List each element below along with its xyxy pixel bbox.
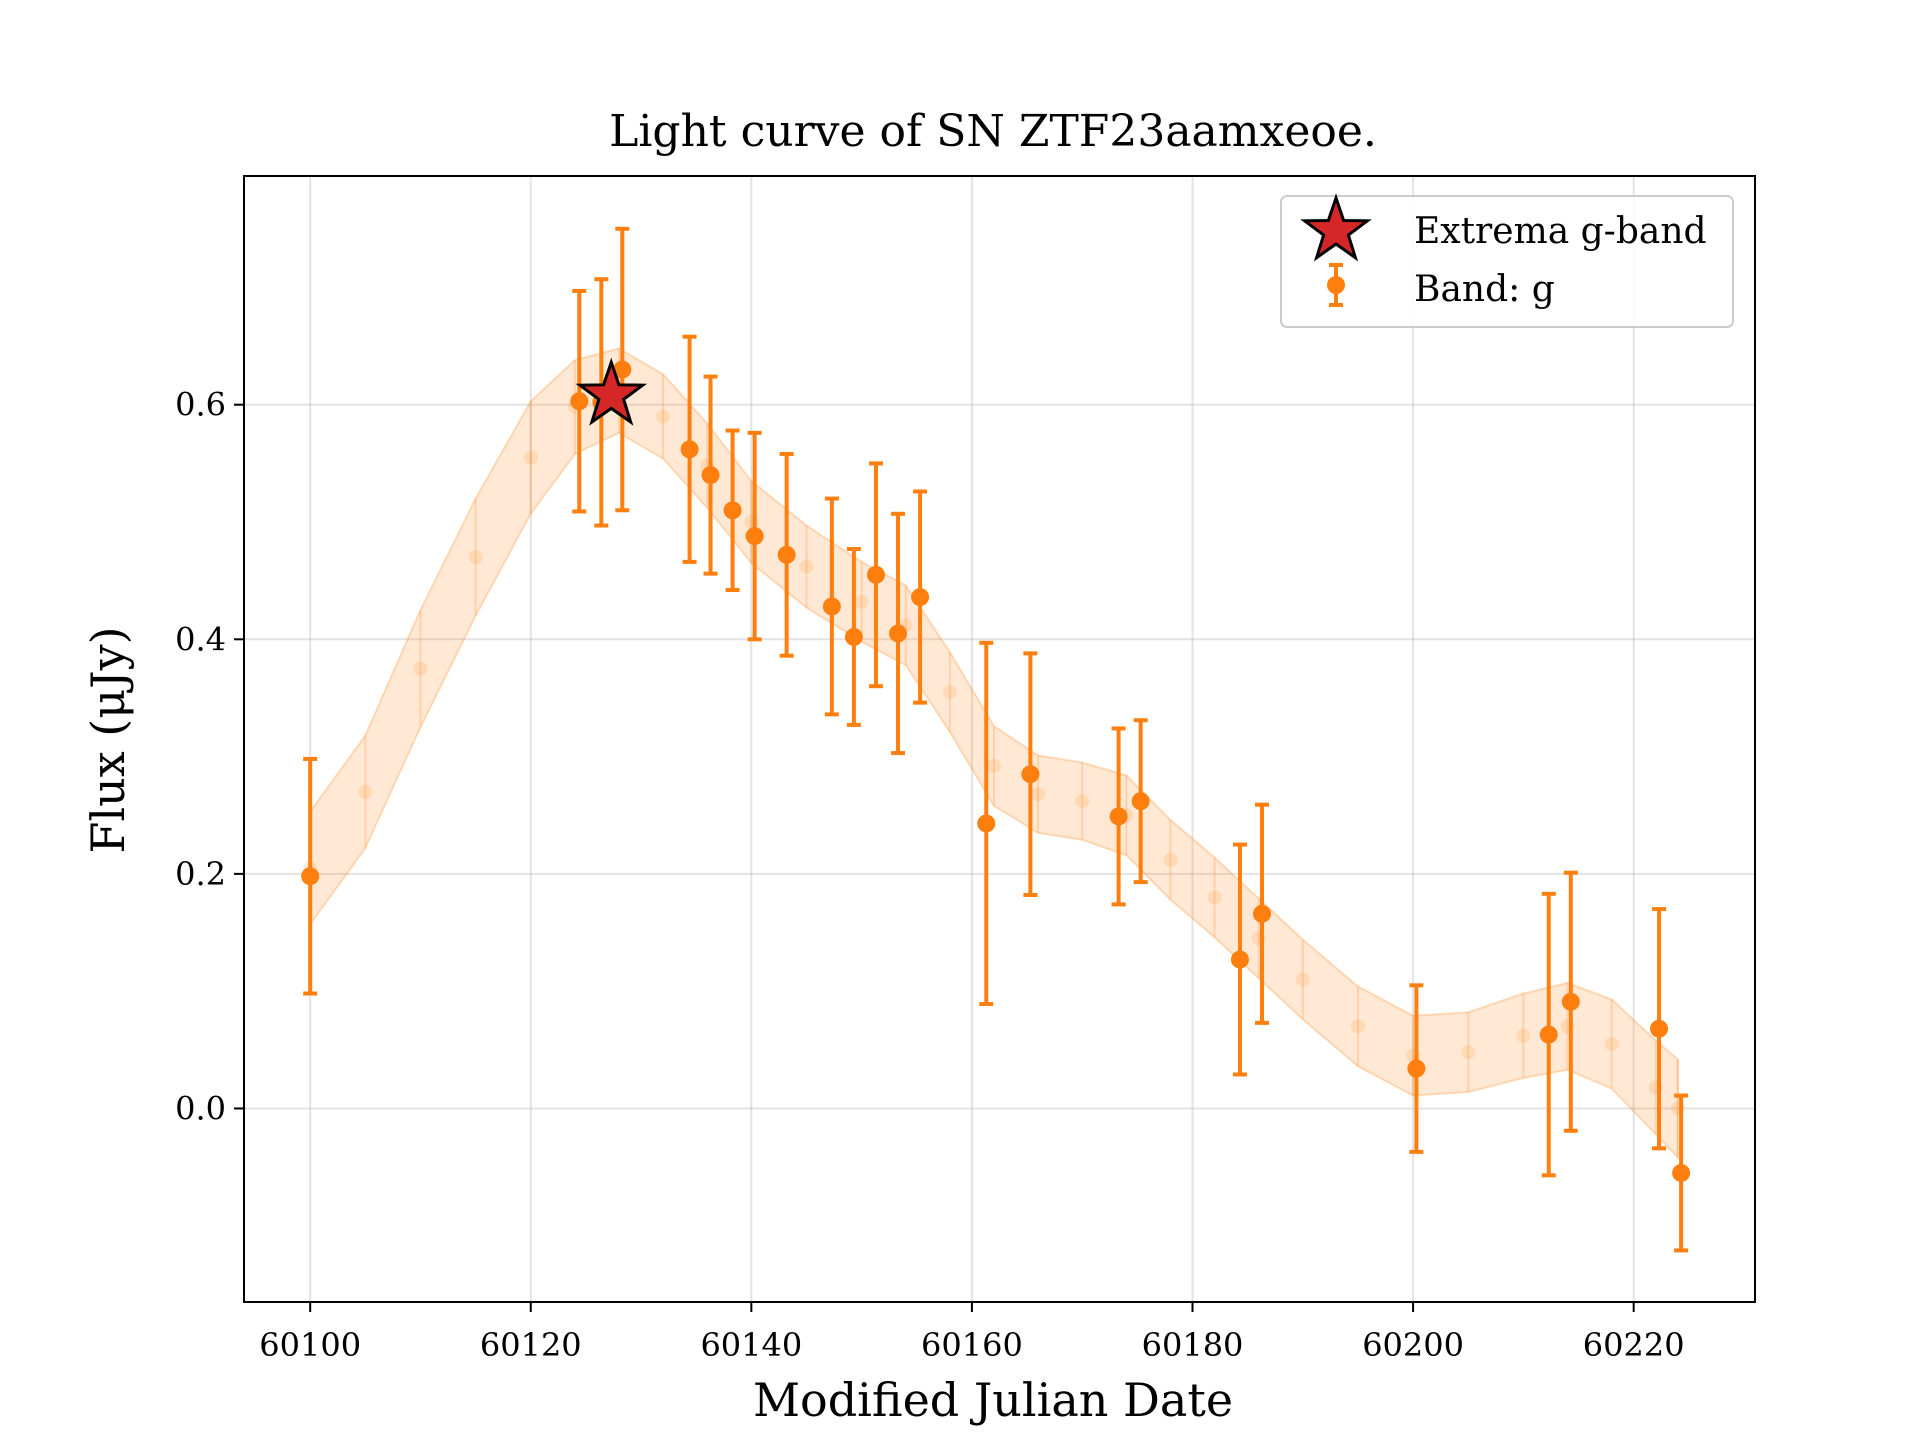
data-point <box>844 546 863 727</box>
x-axis-label: Modified Julian Date <box>753 1373 1233 1427</box>
legend-label-band-g: Band: g <box>1414 269 1555 310</box>
data-marker <box>1230 950 1249 969</box>
data-point <box>1650 907 1669 1151</box>
data-point <box>701 374 720 576</box>
data-marker <box>301 867 320 886</box>
extrema-star-marker <box>575 357 648 426</box>
y-tick-label: 0.2 <box>175 855 226 893</box>
model-point <box>1516 1028 1531 1043</box>
data-point <box>1109 726 1128 907</box>
data-marker <box>844 627 863 646</box>
errorbar-marker-icon <box>1327 263 1345 307</box>
grid <box>244 176 1755 1302</box>
x-tick-label: 60200 <box>1362 1326 1464 1364</box>
legend-label-extrema: Extrema g-band <box>1414 211 1707 252</box>
model-point <box>1295 972 1310 987</box>
y-tick-label: 0.0 <box>175 1089 226 1127</box>
data-marker <box>680 440 699 459</box>
data-point <box>822 496 841 717</box>
data-point <box>1672 1093 1691 1253</box>
data-marker <box>977 814 996 833</box>
legend-dot <box>1327 276 1345 294</box>
data-marker <box>1252 904 1271 923</box>
data-point <box>1252 802 1271 1025</box>
data-marker <box>570 392 589 411</box>
model-point <box>854 594 869 609</box>
data-marker <box>1131 792 1150 811</box>
model-point <box>1031 787 1046 802</box>
data-marker <box>1407 1059 1426 1078</box>
x-tick-label: 60180 <box>1142 1326 1244 1364</box>
data-point <box>1230 842 1249 1077</box>
data-marker <box>613 360 632 379</box>
data-point <box>723 428 742 593</box>
model-point <box>1604 1036 1619 1051</box>
model-point <box>656 409 671 424</box>
data-marker <box>1672 1163 1691 1182</box>
data-point <box>745 430 764 642</box>
data-marker <box>745 527 764 546</box>
data-point <box>911 489 930 705</box>
data-marker <box>723 501 742 520</box>
model-band-area <box>309 347 1679 1161</box>
model-point <box>413 661 428 676</box>
series-band-g <box>301 226 1691 1253</box>
y-axis-label: Flux (μJy) <box>81 626 135 853</box>
data-point <box>777 451 796 658</box>
model-point <box>942 685 957 700</box>
data-point <box>680 334 699 564</box>
x-tick-label: 60120 <box>480 1326 582 1364</box>
data-marker <box>1539 1025 1558 1044</box>
data-marker <box>1561 992 1580 1011</box>
data-point <box>570 288 589 514</box>
model-point <box>523 450 538 465</box>
model-point <box>1075 794 1090 809</box>
model-point <box>468 550 483 565</box>
data-marker <box>866 565 885 584</box>
x-axis-ticks: 60100 60120 60140 60160 60180 60200 60220 <box>259 1302 1685 1364</box>
model-point <box>1350 1019 1365 1034</box>
data-point <box>889 511 908 756</box>
data-point <box>1561 870 1580 1133</box>
star-marker-icon <box>1300 193 1372 262</box>
x-tick-label: 60100 <box>259 1326 361 1364</box>
model-point <box>986 758 1001 773</box>
y-axis-ticks: 0.0 0.2 0.4 0.6 <box>175 386 244 1127</box>
data-point <box>866 461 885 689</box>
series-extrema <box>575 357 648 426</box>
chart-title: Light curve of SN ZTF23aamxeoe. <box>609 106 1377 157</box>
data-marker <box>777 545 796 564</box>
data-point <box>1539 891 1558 1178</box>
data-point <box>1131 718 1150 885</box>
y-tick-label: 0.6 <box>175 386 226 424</box>
legend: Extrema g-band Band: g <box>1280 193 1734 328</box>
plot-frame <box>243 175 1756 1303</box>
legend-box <box>1280 195 1734 328</box>
data-marker <box>1021 765 1040 784</box>
data-marker <box>1650 1019 1669 1038</box>
model-point <box>799 559 814 574</box>
data-marker <box>911 588 930 607</box>
data-marker <box>1109 807 1128 826</box>
data-point <box>613 226 632 513</box>
x-tick-label: 60220 <box>1583 1326 1685 1364</box>
data-marker <box>822 597 841 616</box>
model-point <box>358 784 373 799</box>
data-point <box>1021 651 1040 897</box>
legend-star-shape <box>1300 193 1372 262</box>
data-point <box>301 756 320 996</box>
x-tick-label: 60140 <box>700 1326 802 1364</box>
model-point <box>1163 852 1178 867</box>
data-point <box>1407 983 1426 1154</box>
data-marker <box>701 466 720 485</box>
model-point <box>1207 890 1222 905</box>
data-marker <box>889 624 908 643</box>
x-tick-label: 60160 <box>921 1326 1023 1364</box>
model-point <box>1461 1045 1476 1060</box>
y-tick-label: 0.4 <box>175 620 226 658</box>
data-point <box>977 640 996 1007</box>
